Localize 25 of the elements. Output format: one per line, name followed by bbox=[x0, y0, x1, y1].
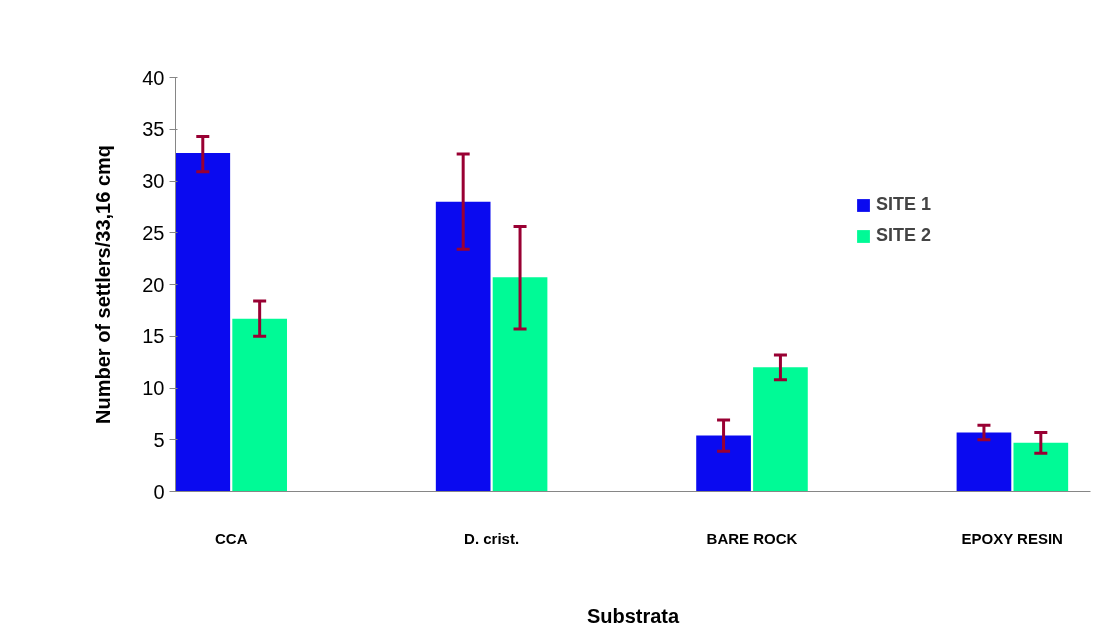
bar bbox=[956, 432, 1012, 492]
legend-label: SITE 2 bbox=[876, 225, 932, 246]
bar bbox=[232, 318, 287, 492]
bar bbox=[492, 277, 548, 492]
x-tick-label: D. crist. bbox=[464, 529, 520, 547]
bar bbox=[175, 153, 231, 492]
x-axis-title: Substrata bbox=[586, 604, 680, 627]
x-tick-label: EPOXY RESIN bbox=[961, 529, 1063, 547]
y-tick-label: 25 bbox=[142, 221, 165, 244]
y-tick-label: 5 bbox=[153, 428, 165, 451]
y-axis-title: Number of settlers/33,16 cmq bbox=[92, 145, 115, 424]
legend-label: SITE 1 bbox=[876, 194, 932, 215]
y-tick-label: 35 bbox=[142, 118, 165, 141]
bar bbox=[435, 201, 491, 492]
y-tick-label: 10 bbox=[142, 377, 165, 399]
y-tick-label: 20 bbox=[142, 273, 165, 296]
bar bbox=[1013, 442, 1069, 492]
bar bbox=[753, 367, 808, 492]
x-tick-label: CCA bbox=[214, 529, 248, 547]
y-tick-label: 15 bbox=[142, 325, 165, 348]
y-tick-label: 40 bbox=[142, 66, 165, 89]
y-tick-label: 30 bbox=[142, 170, 165, 192]
x-tick-label: BARE ROCK bbox=[706, 529, 798, 547]
bar bbox=[696, 435, 751, 492]
y-tick-label: 0 bbox=[153, 480, 165, 503]
